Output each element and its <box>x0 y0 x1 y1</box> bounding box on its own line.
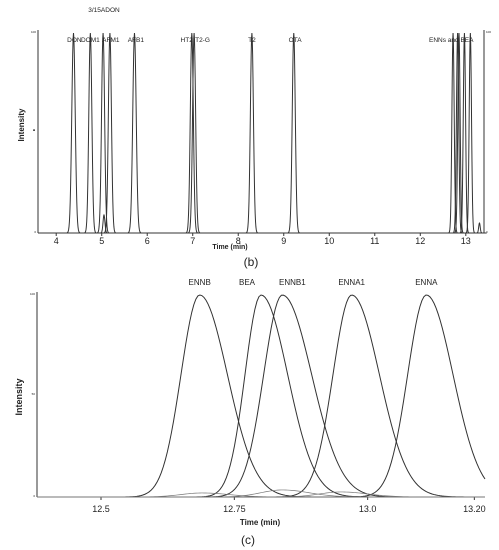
panel-c-peak-label: ENNB <box>189 278 211 287</box>
panel-c-peak-trace <box>37 294 485 498</box>
panel-c-x-tick-label: 12.5 <box>92 504 110 514</box>
panel-b-peak-label: ENNs and BEA <box>429 37 474 44</box>
panel-c-peak-trace <box>37 294 485 498</box>
panel-b-peak-label: AFM1 <box>102 37 120 44</box>
panel-b-y-tick-bottom-right: 0 <box>486 230 488 234</box>
panel-b-x-tick-label: 5 <box>99 236 104 246</box>
panel-c-x-tick-label: 12.75 <box>223 504 246 514</box>
panel-b-y-marker: . <box>32 122 35 134</box>
panel-c-traces <box>37 294 486 498</box>
panel-b-peak-labels: DON DOM1 3/15ADON AFM1 AFB1 HT2 T2-G T2 OTA ENNs … <box>67 7 474 44</box>
panel-c-peak-labels: ENNB BEA ENNB1 ENNA1 ENNA <box>189 278 439 287</box>
panel-b-x-tick-label: 10 <box>324 236 334 246</box>
panel-b-x-tick-label: 12 <box>415 236 425 246</box>
panel-c-y-tick-0: 0 <box>33 494 35 498</box>
panel-b-peak-label: T2-G <box>195 37 210 44</box>
panel-c-minor-trace <box>37 489 485 498</box>
panel-b-x-tick-label: 8 <box>236 236 241 246</box>
panel-b-peak-label: DON <box>67 37 82 44</box>
panel-c-minor-trace <box>37 492 485 498</box>
panel-b-y-tick-bottom-left: 0 <box>34 230 36 234</box>
panel-c: 100 50 0 Intensity 12.5 12.75 13.0 13.20 EN… <box>14 278 486 547</box>
panel-c-peak-label: ENNB1 <box>279 278 306 287</box>
panel-b-peak-trace <box>472 222 487 234</box>
panel-c-x-axis-label: Time (min) <box>240 518 281 527</box>
panel-b-x-ticks: 4 5 6 7 8 9 10 11 12 13 <box>54 233 471 246</box>
panel-b: 100 0 100 0 Intensity . 4 5 6 7 8 9 10 11 12 13 D… <box>17 7 491 269</box>
panel-b-peak-trace <box>453 32 476 234</box>
panel-b-y-tick-top-right: 100 <box>486 30 491 34</box>
panel-c-peak-trace <box>37 294 486 498</box>
panel-b-peak-trace <box>57 32 90 234</box>
panel-b-peak-trace <box>279 32 309 234</box>
panel-b-peak-label: 3/15ADON <box>88 7 120 14</box>
panel-b-peak-trace <box>179 32 209 234</box>
panel-b-y-axis-label: Intensity <box>17 108 26 141</box>
panel-b-x-axis-label: Time (min) <box>212 244 247 251</box>
panel-b-x-tick-label: 7 <box>190 236 195 246</box>
panel-b-traces <box>57 32 487 234</box>
panel-b-peak-label: HT2 <box>181 37 194 44</box>
panel-b-peak-label: AFB1 <box>128 37 145 44</box>
panel-b-x-tick-label: 9 <box>281 236 286 246</box>
panel-c-x-tick-label: 13.20 <box>463 504 486 514</box>
panel-c-y-tick-50: 50 <box>32 392 36 396</box>
panel-c-x-tick-label: 13.0 <box>359 504 377 514</box>
panel-b-x-tick-label: 4 <box>54 236 59 246</box>
panel-c-x-ticks: 12.5 12.75 13.0 13.20 <box>92 497 486 514</box>
panel-b-x-tick-label: 6 <box>145 236 150 246</box>
panel-b-y-tick-top-left: 100 <box>31 30 36 34</box>
panel-c-peak-label: BEA <box>239 278 256 287</box>
panel-b-label: (b) <box>244 255 259 269</box>
panel-c-label: (c) <box>241 533 255 547</box>
panel-b-peak-label: OTA <box>289 37 303 44</box>
panel-c-minor-trace <box>37 491 485 498</box>
panel-c-y-tick-100: 100 <box>30 292 35 296</box>
panel-b-peak-trace <box>237 32 267 234</box>
panel-c-y-axis-label: Intensity <box>14 378 24 415</box>
panel-b-peak-trace <box>94 213 114 234</box>
panel-c-peak-label: ENNA <box>415 278 438 287</box>
panel-c-peak-trace <box>37 294 485 498</box>
panel-c-peak-trace <box>37 294 485 498</box>
panel-b-peak-label: DOM1 <box>81 37 100 44</box>
panel-b-x-tick-label: 11 <box>370 236 379 246</box>
panel-b-peak-trace <box>118 32 151 234</box>
panel-c-peak-label: ENNA1 <box>338 278 365 287</box>
panel-b-peak-label: T2 <box>248 37 256 44</box>
panel-b-x-tick-label: 13 <box>461 236 471 246</box>
